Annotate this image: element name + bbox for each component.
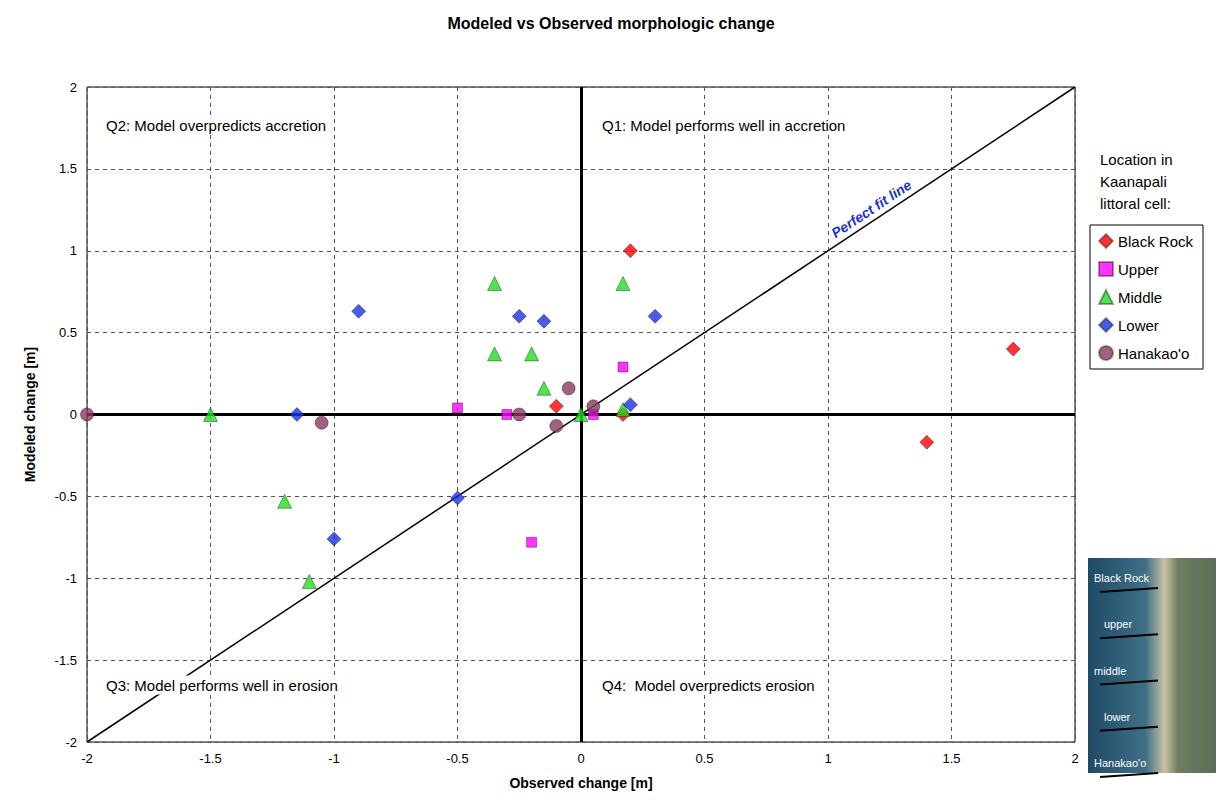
svg-text:Middle: Middle <box>1118 289 1162 306</box>
svg-text:Observed change [m]: Observed change [m] <box>509 775 652 791</box>
svg-text:upper: upper <box>1104 618 1132 630</box>
svg-text:littoral cell:: littoral cell: <box>1100 195 1171 212</box>
svg-text:Modeled change [m]: Modeled change [m] <box>22 347 38 482</box>
svg-text:middle: middle <box>1094 665 1126 677</box>
svg-text:0.5: 0.5 <box>59 325 77 340</box>
svg-text:-0.5: -0.5 <box>55 489 77 504</box>
svg-text:1.5: 1.5 <box>942 751 960 766</box>
svg-text:2: 2 <box>70 80 77 95</box>
svg-text:2: 2 <box>1071 751 1078 766</box>
svg-text:Q2: Model overpredicts accreti: Q2: Model overpredicts accretion <box>106 117 326 134</box>
svg-text:-2: -2 <box>81 751 93 766</box>
svg-text:lower: lower <box>1104 711 1131 723</box>
svg-text:Black Rock: Black Rock <box>1094 572 1150 584</box>
svg-text:0: 0 <box>70 407 77 422</box>
svg-text:-1: -1 <box>65 571 77 586</box>
svg-text:-2: -2 <box>65 735 77 750</box>
svg-text:Location in: Location in <box>1100 151 1173 168</box>
svg-text:-1.5: -1.5 <box>199 751 221 766</box>
svg-text:1: 1 <box>70 243 77 258</box>
svg-text:Modeled vs Observed morphologi: Modeled vs Observed morphologic change <box>447 15 774 32</box>
svg-text:Q1: Model performs well in acc: Q1: Model performs well in accretion <box>602 117 845 134</box>
svg-text:1.5: 1.5 <box>59 161 77 176</box>
svg-text:Lower: Lower <box>1118 317 1159 334</box>
svg-text:1: 1 <box>824 751 831 766</box>
svg-text:Perfect fit line: Perfect fit line <box>828 176 914 241</box>
svg-text:Q3: Model performs well in ero: Q3: Model performs well in erosion <box>106 677 338 694</box>
svg-text:Hanakao'o: Hanakao'o <box>1118 345 1189 362</box>
svg-text:Black Rock: Black Rock <box>1118 233 1194 250</box>
svg-text:Kaanapali: Kaanapali <box>1100 173 1167 190</box>
svg-text:-1.5: -1.5 <box>55 653 77 668</box>
svg-text:-1: -1 <box>328 751 340 766</box>
svg-text:0.5: 0.5 <box>695 751 713 766</box>
svg-text:0: 0 <box>577 751 584 766</box>
svg-text:Upper: Upper <box>1118 261 1159 278</box>
svg-text:-0.5: -0.5 <box>446 751 468 766</box>
svg-text:Q4: Model overpredicts erosio: Q4: Model overpredicts erosion <box>602 677 815 694</box>
svg-text:Hanakao'o: Hanakao'o <box>1094 757 1146 769</box>
